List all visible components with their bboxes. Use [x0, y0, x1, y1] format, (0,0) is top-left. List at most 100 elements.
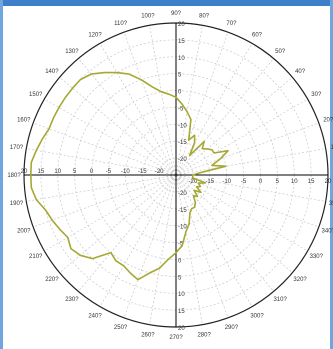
grid-spoke	[26, 148, 177, 176]
angle-label: 100?	[141, 13, 155, 19]
grid-spoke	[175, 98, 308, 176]
polar-axes	[23, 22, 329, 328]
angle-label: 170?	[10, 145, 24, 151]
pattern-trace	[30, 71, 229, 281]
angle-label: 120?	[88, 33, 102, 39]
radial-tick-label: -20	[189, 179, 198, 185]
radial-tick-label: 10	[291, 179, 298, 185]
radial-tick-label: 5	[276, 179, 280, 185]
grid-spoke	[123, 32, 177, 176]
radial-tick-label: 0	[178, 90, 182, 96]
angle-label: 340?	[322, 228, 333, 234]
grid-spoke	[99, 43, 177, 176]
grid-spoke	[175, 174, 253, 307]
angle-label: 110?	[114, 21, 128, 27]
radial-tick-label: -10	[178, 225, 187, 231]
radial-tick-label: -15	[178, 140, 187, 146]
grid-spoke	[175, 148, 326, 176]
grid-spoke	[175, 58, 274, 176]
angle-label: 130?	[65, 49, 79, 55]
grid-spoke	[99, 174, 177, 307]
grid-spoke	[175, 43, 253, 176]
angle-label: 250?	[114, 325, 128, 331]
grid-spoke	[78, 174, 177, 292]
pattern-trace-line	[30, 71, 229, 281]
radial-tick-label: 0	[178, 258, 182, 264]
radial-tick-label: 10	[178, 56, 185, 62]
angle-labels: 0?10?20?30?40?50?60?70?80?90?100?110?120…	[7, 11, 333, 341]
angle-label: 260?	[141, 333, 155, 339]
radial-tick-label: 10	[54, 169, 61, 175]
radial-tick-label: -15	[138, 169, 147, 175]
angle-label: 180?	[7, 173, 21, 179]
angle-label: 40?	[295, 69, 306, 75]
angle-label: 300?	[250, 313, 264, 319]
radial-tick-label: 5	[73, 169, 77, 175]
angle-label: 80?	[199, 13, 210, 19]
radial-tick-label: -20	[178, 157, 187, 163]
radial-tick-label: 5	[178, 73, 182, 79]
radial-tick-label: 15	[178, 39, 185, 45]
radial-tick-label: 15	[308, 179, 315, 185]
radial-tick-label: 20	[325, 179, 332, 185]
angle-label: 150?	[29, 92, 43, 98]
radial-tick-labels: 20 20 20 20 15 15 15 15 10 10 10 10 5 5 5 5 0 0 0 0 -5 -5 -5 -5…	[21, 22, 332, 332]
angle-label: 20?	[323, 118, 333, 124]
angle-label: 230?	[65, 297, 79, 303]
angle-label: 330?	[310, 254, 324, 260]
grid-spoke	[44, 174, 177, 252]
grid-spoke	[175, 77, 293, 176]
angle-label: 70?	[226, 21, 237, 27]
grid-spoke	[175, 122, 319, 176]
angle-label: 60?	[252, 33, 263, 39]
angle-label: 50?	[275, 49, 286, 55]
grid-spoke	[78, 58, 177, 176]
angle-label: 350?	[329, 201, 333, 207]
angle-label: 290?	[225, 325, 239, 331]
angle-label: 10?	[331, 145, 333, 151]
radial-tick-label: 20	[178, 326, 185, 332]
grid-spoke	[149, 174, 177, 325]
radial-tick-label: -10	[121, 169, 130, 175]
radial-tick-label: 15	[38, 169, 45, 175]
angle-label: 310?	[273, 297, 287, 303]
radial-tick-label: -10	[178, 123, 187, 129]
grid-spoke	[33, 122, 177, 176]
window-right-border	[330, 0, 333, 349]
radial-tick-label: 15	[178, 309, 185, 315]
window-left-border	[0, 0, 3, 349]
grid-spoke	[175, 174, 326, 202]
radial-tick-label: -20	[178, 191, 187, 197]
angle-label: 240?	[88, 313, 102, 319]
grid-spoke	[175, 174, 203, 325]
grid-spoke	[175, 25, 203, 176]
grid-spoke	[26, 174, 177, 202]
radial-tick-label: -5	[178, 106, 184, 112]
radial-tick-label: -15	[178, 208, 187, 214]
grid-spoke	[123, 174, 177, 318]
grid-spoke	[149, 25, 177, 176]
radial-tick-label: -15	[205, 179, 214, 185]
radial-tick-label: 20	[21, 169, 28, 175]
grid-spoke	[175, 32, 229, 176]
grid-spoke	[175, 174, 274, 292]
angle-label: 320?	[293, 277, 307, 283]
radial-tick-label: -20	[155, 169, 164, 175]
radial-tick-label: 0	[90, 169, 94, 175]
window-top-bar	[0, 0, 333, 6]
radial-tick-label: -5	[178, 242, 184, 248]
radial-tick-label: -5	[241, 179, 247, 185]
angle-label: 160?	[17, 118, 31, 124]
radial-tick-label: -10	[222, 179, 231, 185]
angle-label: 30?	[311, 92, 322, 98]
angle-label: 270?	[169, 335, 183, 341]
grid-spoke	[175, 174, 229, 318]
angle-label: 90?	[171, 11, 182, 17]
grid-spoke	[44, 98, 177, 176]
angle-label: 190?	[10, 201, 24, 207]
radial-tick-label: -5	[106, 169, 112, 175]
radial-tick-label: 10	[178, 292, 185, 298]
grid-spoke	[59, 77, 177, 176]
